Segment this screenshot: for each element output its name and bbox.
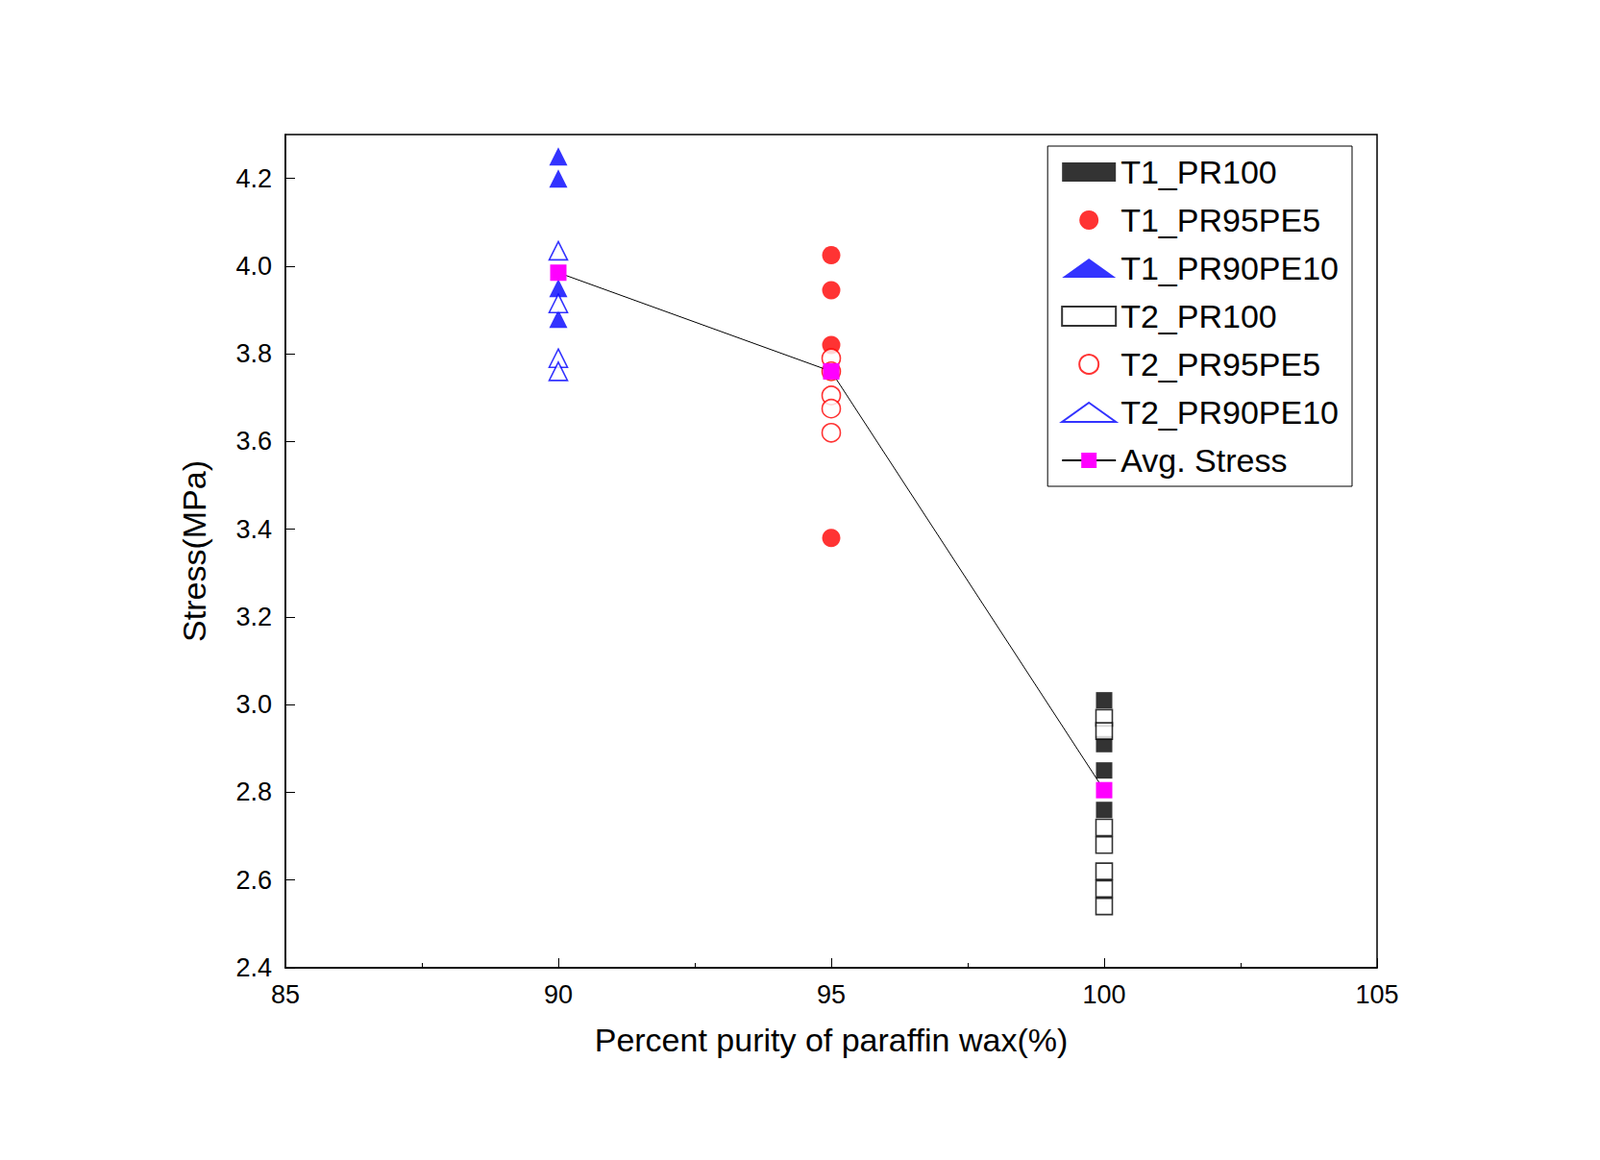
svg-text:3.4: 3.4: [235, 515, 272, 544]
svg-text:2.6: 2.6: [235, 865, 272, 895]
svg-text:T2_PR95PE5: T2_PR95PE5: [1120, 345, 1321, 383]
svg-text:3.8: 3.8: [235, 339, 272, 369]
svg-text:T1_PR100: T1_PR100: [1120, 153, 1278, 191]
svg-text:3.6: 3.6: [235, 426, 272, 456]
svg-text:85: 85: [270, 980, 300, 1010]
svg-text:105: 105: [1354, 980, 1399, 1010]
svg-text:3.0: 3.0: [235, 689, 272, 719]
svg-text:T1_PR95PE5: T1_PR95PE5: [1120, 201, 1321, 239]
svg-text:T2_PR90PE10: T2_PR90PE10: [1120, 393, 1339, 431]
svg-text:T2_PR100: T2_PR100: [1120, 297, 1278, 335]
svg-text:Stress(MPa): Stress(MPa): [175, 460, 213, 642]
svg-text:Percent purity of paraffin wax: Percent purity of paraffin wax(%): [594, 1021, 1069, 1059]
svg-text:T1_PR90PE10: T1_PR90PE10: [1120, 249, 1339, 287]
svg-text:95: 95: [816, 980, 846, 1010]
svg-text:90: 90: [543, 980, 573, 1010]
svg-text:2.8: 2.8: [235, 777, 272, 807]
svg-text:Avg. Stress: Avg. Stress: [1120, 442, 1287, 479]
svg-text:2.4: 2.4: [235, 953, 272, 983]
svg-text:4.2: 4.2: [235, 164, 272, 194]
svg-text:3.2: 3.2: [235, 602, 272, 632]
svg-text:100: 100: [1082, 980, 1126, 1010]
svg-text:4.0: 4.0: [235, 251, 272, 281]
